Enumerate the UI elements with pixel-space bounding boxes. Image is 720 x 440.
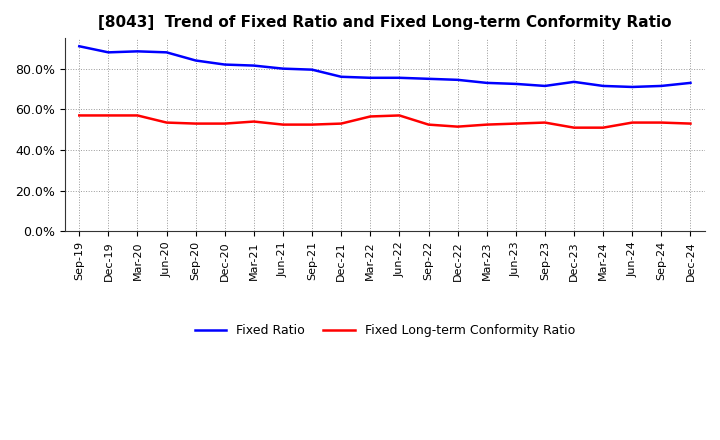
Fixed Long-term Conformity Ratio	[686, 121, 695, 126]
Fixed Ratio	[104, 50, 113, 55]
Legend: Fixed Ratio, Fixed Long-term Conformity Ratio: Fixed Ratio, Fixed Long-term Conformity …	[190, 319, 580, 342]
Fixed Long-term Conformity Ratio	[541, 120, 549, 125]
Fixed Long-term Conformity Ratio	[628, 120, 636, 125]
Fixed Ratio	[220, 62, 229, 67]
Fixed Ratio	[395, 75, 404, 81]
Fixed Ratio	[133, 49, 142, 54]
Title: [8043]  Trend of Fixed Ratio and Fixed Long-term Conformity Ratio: [8043] Trend of Fixed Ratio and Fixed Lo…	[98, 15, 672, 30]
Fixed Ratio	[279, 66, 287, 71]
Fixed Long-term Conformity Ratio	[279, 122, 287, 127]
Line: Fixed Ratio: Fixed Ratio	[79, 46, 690, 87]
Fixed Ratio	[657, 83, 666, 88]
Fixed Ratio	[454, 77, 462, 82]
Fixed Long-term Conformity Ratio	[570, 125, 578, 130]
Fixed Long-term Conformity Ratio	[454, 124, 462, 129]
Fixed Long-term Conformity Ratio	[162, 120, 171, 125]
Line: Fixed Long-term Conformity Ratio: Fixed Long-term Conformity Ratio	[79, 115, 690, 128]
Fixed Ratio	[570, 79, 578, 84]
Fixed Long-term Conformity Ratio	[366, 114, 374, 119]
Fixed Ratio	[250, 63, 258, 68]
Fixed Long-term Conformity Ratio	[220, 121, 229, 126]
Fixed Ratio	[482, 80, 491, 85]
Fixed Ratio	[511, 81, 520, 87]
Fixed Ratio	[192, 58, 200, 63]
Fixed Ratio	[162, 50, 171, 55]
Fixed Long-term Conformity Ratio	[337, 121, 346, 126]
Fixed Long-term Conformity Ratio	[424, 122, 433, 127]
Fixed Long-term Conformity Ratio	[133, 113, 142, 118]
Fixed Long-term Conformity Ratio	[511, 121, 520, 126]
Fixed Long-term Conformity Ratio	[482, 122, 491, 127]
Fixed Long-term Conformity Ratio	[599, 125, 608, 130]
Fixed Ratio	[599, 83, 608, 88]
Fixed Ratio	[366, 75, 374, 81]
Fixed Ratio	[541, 83, 549, 88]
Fixed Ratio	[686, 80, 695, 85]
Fixed Ratio	[337, 74, 346, 79]
Fixed Ratio	[424, 76, 433, 81]
Fixed Long-term Conformity Ratio	[657, 120, 666, 125]
Fixed Ratio	[307, 67, 316, 72]
Fixed Long-term Conformity Ratio	[192, 121, 200, 126]
Fixed Long-term Conformity Ratio	[250, 119, 258, 124]
Fixed Ratio	[628, 84, 636, 90]
Fixed Ratio	[75, 44, 84, 49]
Fixed Long-term Conformity Ratio	[395, 113, 404, 118]
Fixed Long-term Conformity Ratio	[75, 113, 84, 118]
Fixed Long-term Conformity Ratio	[104, 113, 113, 118]
Fixed Long-term Conformity Ratio	[307, 122, 316, 127]
